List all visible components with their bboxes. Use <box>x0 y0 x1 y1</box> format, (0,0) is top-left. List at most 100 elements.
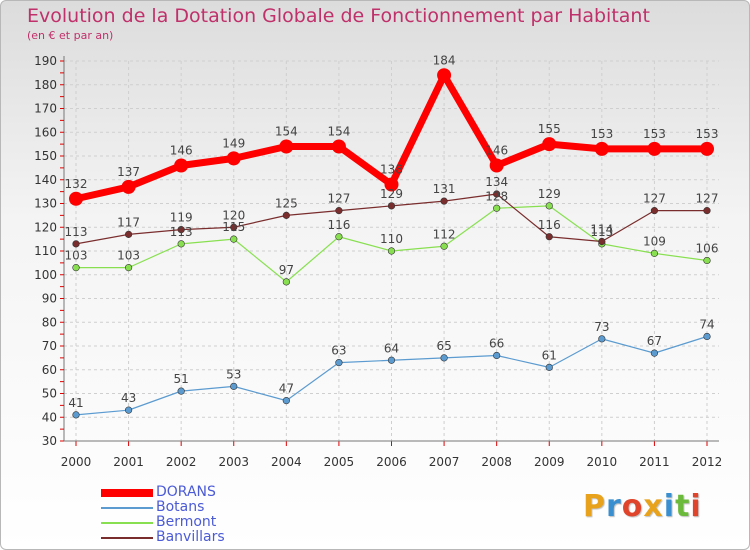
data-point-bermont <box>650 249 659 257</box>
y-tick-label: 120 <box>34 220 57 234</box>
data-label-dorans: 132 <box>65 177 88 191</box>
data-label-dorans: 153 <box>696 127 719 141</box>
data-point-bermont <box>124 264 133 272</box>
data-label-banvillars: 129 <box>380 187 403 201</box>
data-label-botans: 41 <box>68 396 83 410</box>
data-point-banvillars <box>72 240 80 248</box>
data-label-botans: 51 <box>174 372 189 386</box>
y-tick-label: 110 <box>34 244 57 258</box>
logo-letter: i <box>690 489 702 524</box>
x-tick-label: 2005 <box>324 455 355 469</box>
data-point-banvillars <box>598 237 606 246</box>
legend-label: Botans <box>156 499 205 515</box>
data-point-dorans <box>121 179 136 194</box>
x-tick-label: 2006 <box>376 455 407 469</box>
data-label-banvillars: 125 <box>275 196 298 210</box>
data-point-botans <box>493 351 501 360</box>
data-labels: 41 43 51 53 47 63 64 65 66 61 73 67 74 103 103 113 115 97… <box>65 53 719 410</box>
x-tick-label: 2003 <box>218 455 249 469</box>
data-point-bermont <box>282 278 290 286</box>
data-point-banvillars <box>545 233 553 241</box>
legend-item-dorans: DORANS <box>101 484 301 500</box>
y-tick-label: 50 <box>42 387 57 401</box>
data-label-botans: 43 <box>121 391 136 405</box>
data-point-bermont <box>387 247 396 255</box>
data-label-bermont: 106 <box>696 242 719 256</box>
x-tick-label: 2002 <box>166 455 197 469</box>
data-label-dorans: 184 <box>433 53 456 67</box>
y-tick-label: 60 <box>42 363 57 377</box>
data-label-banvillars: 127 <box>327 192 350 206</box>
data-point-botans <box>335 359 343 367</box>
data-point-botans <box>282 397 290 405</box>
legend-label: Bermont <box>156 514 217 530</box>
x-tick-label: 2009 <box>534 455 565 469</box>
data-point-botans <box>440 354 448 362</box>
y-tick-label: 190 <box>34 54 57 68</box>
data-point-botans <box>598 335 606 343</box>
data-point-dorans <box>174 158 189 173</box>
x-tick-label: 2007 <box>429 455 460 469</box>
series-lines <box>69 68 714 419</box>
data-label-dorans: 153 <box>643 127 666 141</box>
x-tick-label: 2010 <box>587 455 618 469</box>
data-label-banvillars: 131 <box>433 182 456 196</box>
data-label-bermont: 128 <box>485 189 508 203</box>
data-label-banvillars: 120 <box>222 208 245 222</box>
data-label-bermont: 116 <box>327 218 350 232</box>
data-point-banvillars <box>493 190 501 198</box>
y-tick-label: 70 <box>42 339 57 353</box>
logo-letter: o <box>621 489 644 524</box>
data-label-botans: 73 <box>594 320 609 334</box>
data-label-botans: 64 <box>384 341 399 355</box>
data-point-dorans <box>647 141 662 156</box>
logo-letter: P <box>583 489 606 524</box>
legend-swatch <box>101 507 153 509</box>
data-point-bermont <box>440 242 448 250</box>
legend-swatch <box>101 522 153 524</box>
data-label-banvillars: 134 <box>485 175 508 189</box>
data-point-dorans <box>69 191 83 206</box>
axes: 30 40 50 60 70 80 90 100 110 120 130 140 150 160 170 18… <box>34 54 722 469</box>
data-label-botans: 66 <box>489 337 504 351</box>
data-label-dorans: 137 <box>117 165 140 179</box>
data-point-botans <box>703 332 711 341</box>
data-label-bermont: 129 <box>538 187 561 201</box>
logo-letter: i <box>663 489 676 524</box>
data-label-dorans: 153 <box>590 127 613 141</box>
legend: DORANS Botans Bermont Banvillars <box>101 484 301 545</box>
legend-item-bermont: Bermont <box>101 514 301 530</box>
data-label-banvillars: 117 <box>117 215 140 229</box>
x-tick-label: 2004 <box>271 455 302 469</box>
x-tick-label: 2012 <box>692 455 723 469</box>
data-label-botans: 67 <box>647 334 662 348</box>
data-label-dorans: 154 <box>275 125 298 139</box>
legend-label: Banvillars <box>156 529 225 545</box>
data-point-dorans <box>489 158 504 173</box>
data-label-banvillars: 113 <box>65 225 88 239</box>
data-point-banvillars <box>230 223 238 231</box>
data-point-bermont <box>335 233 343 241</box>
data-point-banvillars <box>703 207 711 215</box>
data-label-dorans: 154 <box>327 125 350 139</box>
data-point-bermont <box>703 256 711 265</box>
y-tick-label: 40 <box>42 410 57 424</box>
data-point-dorans <box>384 177 399 192</box>
data-point-dorans <box>226 151 241 166</box>
data-label-bermont: 115 <box>222 220 245 234</box>
data-point-bermont <box>72 264 80 272</box>
data-label-bermont: 113 <box>590 225 613 239</box>
data-label-bermont: 112 <box>433 227 456 241</box>
data-label-dorans: 155 <box>538 122 561 136</box>
data-label-botans: 74 <box>699 318 714 332</box>
y-tick-label: 140 <box>34 173 57 187</box>
data-point-banvillars <box>650 207 659 215</box>
data-point-dorans <box>542 137 557 152</box>
proxiti-logo: Proxiti <box>583 489 702 524</box>
chart-title: Evolution de la Dotation Globale de Fonc… <box>27 5 650 27</box>
y-tick-label: 80 <box>42 315 57 329</box>
data-point-bermont <box>230 235 238 243</box>
data-point-dorans <box>700 141 714 156</box>
